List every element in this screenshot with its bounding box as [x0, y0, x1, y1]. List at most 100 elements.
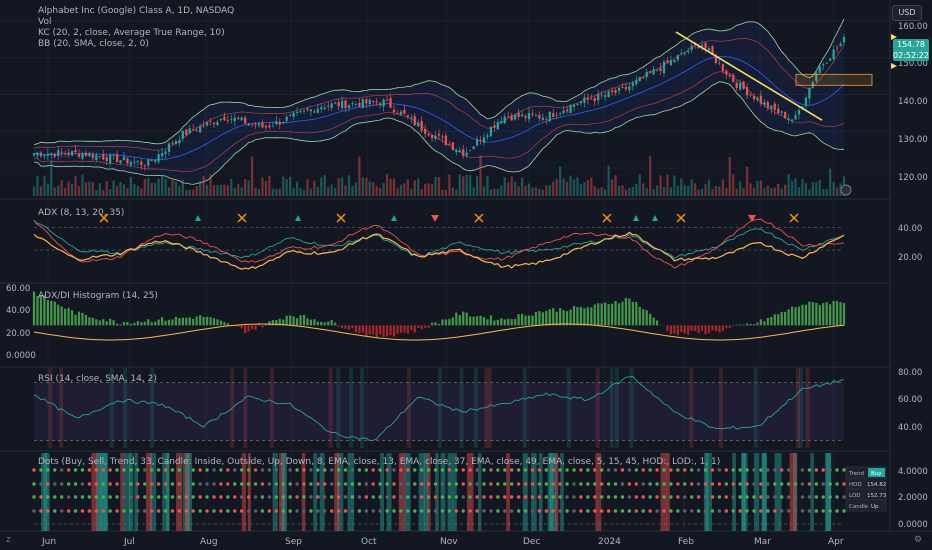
candle-body — [268, 125, 271, 128]
dot — [696, 509, 701, 513]
dot — [641, 482, 645, 486]
adx-histogram-pane[interactable] — [32, 291, 846, 341]
dot — [648, 509, 652, 513]
dot — [357, 495, 362, 499]
dot — [447, 509, 452, 513]
volume-bar — [136, 185, 139, 196]
histogram-bar — [770, 316, 773, 326]
histogram-bar — [420, 325, 423, 330]
dots-column — [176, 453, 183, 531]
dot — [170, 495, 175, 499]
dot — [509, 509, 514, 513]
dot — [710, 495, 715, 499]
time-axis[interactable]: Jun Jul Aug Sep Oct Nov Dec 2024 Feb Mar Apr — [41, 537, 844, 547]
histogram-bar — [721, 325, 724, 331]
candle-body — [486, 135, 489, 137]
volume-bar — [586, 180, 589, 196]
volume-bar — [427, 183, 430, 196]
histogram-bar — [541, 312, 544, 326]
symbol-title[interactable]: Alphabet Inc (Google) Class A, 1D, NASDA… — [38, 6, 234, 16]
histogram-bar — [192, 318, 195, 326]
candle-body — [822, 64, 825, 66]
candle-body — [680, 52, 683, 54]
candle-body — [804, 97, 808, 106]
histogram-bar — [472, 316, 475, 326]
dot — [156, 509, 161, 513]
dot — [309, 495, 313, 499]
month-label: Feb — [678, 537, 694, 547]
histogram-bar — [486, 319, 489, 326]
histogram-bar — [822, 303, 825, 326]
histogram-bar — [43, 295, 46, 326]
histogram-bar — [749, 323, 752, 326]
volume-bar — [320, 177, 323, 196]
dots-column — [120, 453, 124, 531]
rsi-highlight — [805, 368, 810, 448]
dots-column — [43, 453, 50, 531]
volume-bar — [531, 187, 534, 196]
volume-bar — [766, 185, 769, 196]
rsi-highlight — [123, 368, 128, 448]
candle-body — [829, 58, 832, 61]
dots-column — [404, 453, 411, 531]
adx-pane[interactable] — [33, 213, 845, 270]
histogram-bar — [403, 325, 406, 333]
volume-bar — [316, 187, 319, 196]
rsi-highlight — [360, 368, 365, 448]
volume-bar — [780, 188, 783, 196]
dot — [745, 495, 749, 499]
rsi-highlight — [269, 368, 274, 448]
candle-body — [562, 110, 565, 114]
histogram-bar — [275, 320, 278, 326]
hist-title[interactable]: ADX/DI Histogram (14, 25) — [38, 291, 158, 301]
dot — [302, 509, 306, 513]
alert-marker[interactable] — [891, 34, 897, 40]
dot — [419, 509, 424, 513]
volume-bar — [462, 176, 465, 196]
dot — [73, 509, 78, 513]
adx-tick: 40.00 — [898, 224, 922, 234]
dot — [219, 495, 223, 499]
candle-body — [652, 69, 655, 75]
candle-body — [756, 97, 759, 101]
replay-icon[interactable] — [840, 184, 852, 196]
candle-body — [178, 140, 181, 144]
candle-body — [531, 113, 534, 115]
dots-title[interactable]: Dots (Buy, Sell, Trend, 33, Candle: Insi… — [38, 457, 720, 467]
currency-button[interactable]: USD — [892, 5, 922, 21]
drawings[interactable] — [675, 31, 873, 121]
cross-marker — [676, 213, 686, 223]
alert-marker[interactable] — [891, 63, 897, 69]
candle-body — [787, 118, 790, 120]
rsi-title[interactable]: RSI (14, close, SMA, 14, 2) — [38, 374, 157, 384]
dot — [288, 509, 292, 513]
candle-body — [752, 95, 756, 100]
dots-pane[interactable] — [32, 453, 846, 531]
candle-body — [46, 153, 49, 156]
indicator-vol[interactable]: Vol — [38, 17, 51, 27]
volume-bar — [430, 184, 434, 196]
dot — [260, 468, 265, 472]
dot — [198, 482, 202, 486]
dot — [274, 495, 279, 499]
candles[interactable] — [32, 34, 846, 171]
dot — [586, 509, 590, 513]
adx-title[interactable]: ADX (8, 13, 20, 35) — [38, 208, 124, 218]
price-pane[interactable] — [32, 18, 873, 196]
rsi-pane[interactable] — [33, 368, 845, 448]
cross-marker — [474, 213, 484, 223]
volume-bar — [711, 189, 714, 196]
dot — [807, 509, 812, 513]
dots-column — [241, 453, 246, 531]
dot — [399, 482, 403, 486]
indicator-bb[interactable]: BB (20, SMA, close, 2, 0) — [38, 39, 149, 49]
rsi-highlight — [522, 368, 527, 448]
histogram-bar — [36, 296, 39, 326]
indicator-kc[interactable]: KC (20, 2, close, Average True Range, 10… — [38, 28, 225, 38]
settings-icon[interactable]: ⚙ — [914, 535, 923, 545]
price-axis[interactable]: 160.00 150.00 140.00 130.00 120.00 — [898, 22, 928, 183]
volume-bar — [690, 179, 693, 196]
histogram-bar — [327, 321, 330, 326]
zoom-icon[interactable]: Z — [6, 536, 11, 544]
